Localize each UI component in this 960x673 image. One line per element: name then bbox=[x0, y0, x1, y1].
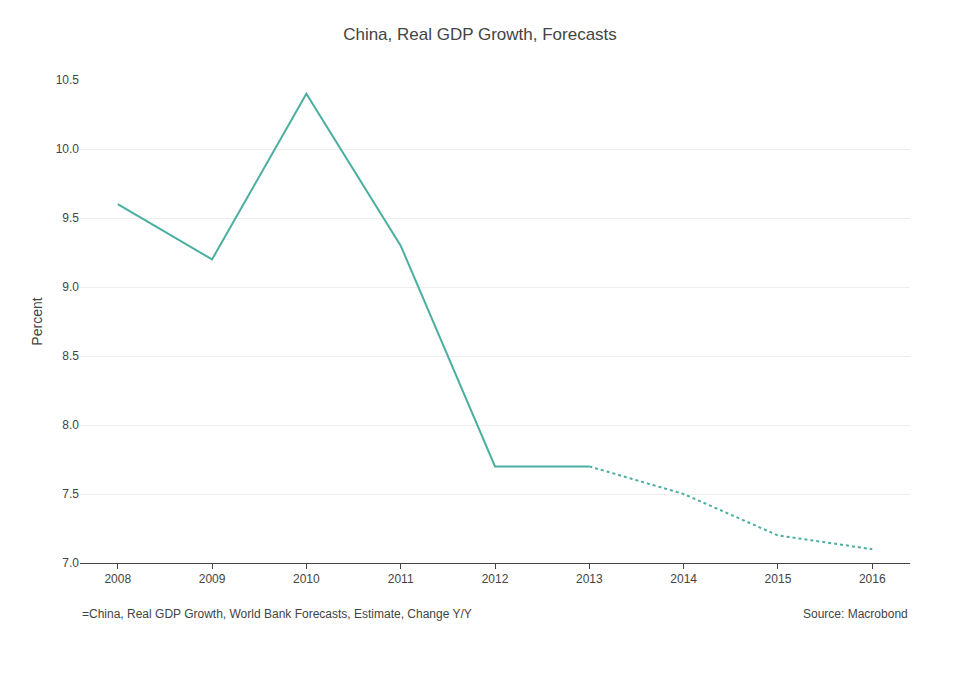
svg-text:Source: Macrobond: Source: Macrobond bbox=[803, 607, 908, 621]
svg-text:2016: 2016 bbox=[859, 572, 886, 586]
svg-text:2014: 2014 bbox=[670, 572, 697, 586]
svg-text:9.0: 9.0 bbox=[62, 280, 79, 294]
svg-text:China, Real GDP Growth, Foreca: China, Real GDP Growth, Forecasts bbox=[343, 25, 617, 44]
svg-text:2011: 2011 bbox=[388, 572, 414, 586]
svg-text:7.0: 7.0 bbox=[62, 556, 79, 570]
svg-text:7.5: 7.5 bbox=[62, 487, 79, 501]
svg-text:=China, Real GDP Growth, World: =China, Real GDP Growth, World Bank Fore… bbox=[82, 607, 472, 621]
svg-text:2015: 2015 bbox=[765, 572, 792, 586]
svg-text:10.0: 10.0 bbox=[56, 142, 80, 156]
svg-text:8.0: 8.0 bbox=[62, 418, 79, 432]
svg-text:2009: 2009 bbox=[199, 572, 226, 586]
svg-text:9.5: 9.5 bbox=[62, 211, 79, 225]
svg-text:8.5: 8.5 bbox=[62, 349, 79, 363]
svg-text:2013: 2013 bbox=[576, 572, 603, 586]
svg-text:10.5: 10.5 bbox=[56, 73, 80, 87]
svg-text:2012: 2012 bbox=[482, 572, 509, 586]
svg-text:2008: 2008 bbox=[104, 572, 131, 586]
svg-text:Percent: Percent bbox=[29, 297, 45, 345]
svg-text:2010: 2010 bbox=[293, 572, 320, 586]
